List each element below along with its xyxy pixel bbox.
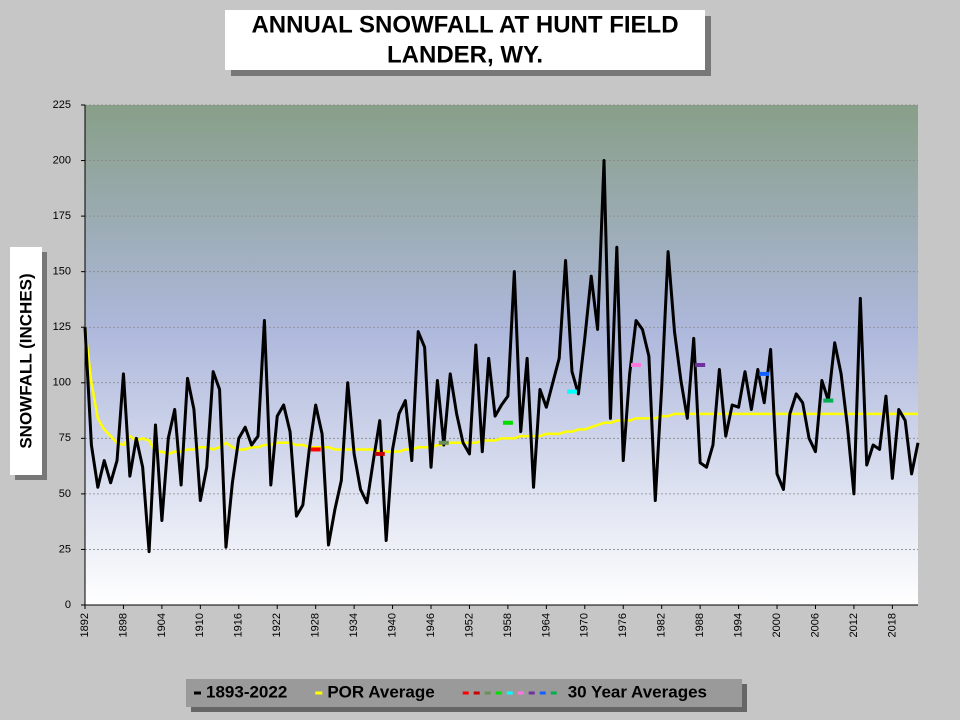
series-line bbox=[83, 327, 918, 456]
x-tick-label: 1898 bbox=[117, 613, 129, 637]
x-tick-label: 1934 bbox=[348, 613, 360, 637]
y-axis-label: SNOWFALL (INCHES) bbox=[16, 273, 35, 448]
x-tick-label: 2006 bbox=[809, 613, 821, 637]
y-tick-label: 100 bbox=[53, 377, 71, 389]
x-tick-label: 1946 bbox=[425, 613, 437, 637]
legend-label: 30 Year Averages bbox=[568, 682, 707, 701]
y-tick-label: 50 bbox=[59, 488, 71, 500]
x-tick-label: 1958 bbox=[502, 613, 514, 637]
legend-label: POR Average bbox=[327, 682, 434, 701]
y-tick-label: 0 bbox=[65, 599, 71, 611]
title-box bbox=[225, 10, 705, 70]
series-line bbox=[83, 159, 920, 554]
y-tick-label: 150 bbox=[53, 266, 71, 278]
plot-area bbox=[85, 105, 918, 605]
x-tick-label: 2012 bbox=[848, 613, 860, 637]
y-tick-label: 175 bbox=[53, 210, 71, 222]
x-tick-label: 1928 bbox=[310, 613, 322, 637]
x-tick-label: 1988 bbox=[694, 613, 706, 637]
chart-subtitle: LANDER, WY. bbox=[387, 41, 543, 68]
x-tick-label: 1976 bbox=[617, 613, 629, 637]
x-tick-label: 1910 bbox=[194, 613, 206, 637]
x-tick-label: 1964 bbox=[540, 613, 552, 637]
x-tick-label: 2000 bbox=[771, 613, 783, 637]
x-tick-label: 1904 bbox=[156, 613, 168, 637]
legend-label: 1893-2022 bbox=[206, 682, 287, 701]
x-tick-label: 1892 bbox=[79, 613, 91, 637]
x-tick-label: 1970 bbox=[579, 613, 591, 637]
y-label-box bbox=[10, 247, 42, 475]
x-tick-label: 1982 bbox=[656, 613, 668, 637]
x-tick-label: 1952 bbox=[463, 613, 475, 637]
x-tick-label: 1922 bbox=[271, 613, 283, 637]
y-tick-label: 125 bbox=[53, 321, 71, 333]
x-tick-label: 1994 bbox=[732, 613, 744, 637]
y-tick-label: 200 bbox=[53, 154, 71, 166]
chart-title: ANNUAL SNOWFALL AT HUNT FIELD bbox=[251, 11, 678, 38]
x-tick-label: 1940 bbox=[386, 613, 398, 637]
y-tick-label: 225 bbox=[53, 99, 71, 111]
x-tick-label: 1916 bbox=[233, 613, 245, 637]
y-tick-label: 25 bbox=[59, 543, 71, 555]
y-tick-label: 75 bbox=[59, 432, 71, 444]
x-tick-label: 2018 bbox=[886, 613, 898, 637]
